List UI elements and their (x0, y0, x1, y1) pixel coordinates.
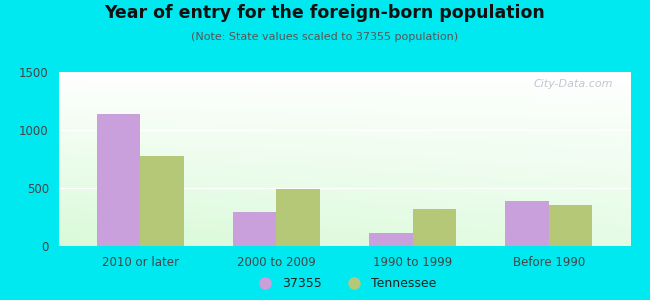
Text: (Note: State values scaled to 37355 population): (Note: State values scaled to 37355 popu… (192, 32, 458, 41)
Bar (549, 206, 592, 246)
Bar (233, 212, 276, 246)
Text: Year of entry for the foreign-born population: Year of entry for the foreign-born popul… (105, 4, 545, 22)
Bar (505, 201, 549, 246)
Bar (276, 189, 320, 246)
Text: City-Data.com: City-Data.com (534, 79, 614, 89)
Bar (97, 114, 140, 246)
Bar (413, 209, 456, 246)
Bar (369, 233, 413, 246)
Bar (140, 156, 184, 246)
Legend: 37355, Tennessee: 37355, Tennessee (248, 272, 441, 296)
